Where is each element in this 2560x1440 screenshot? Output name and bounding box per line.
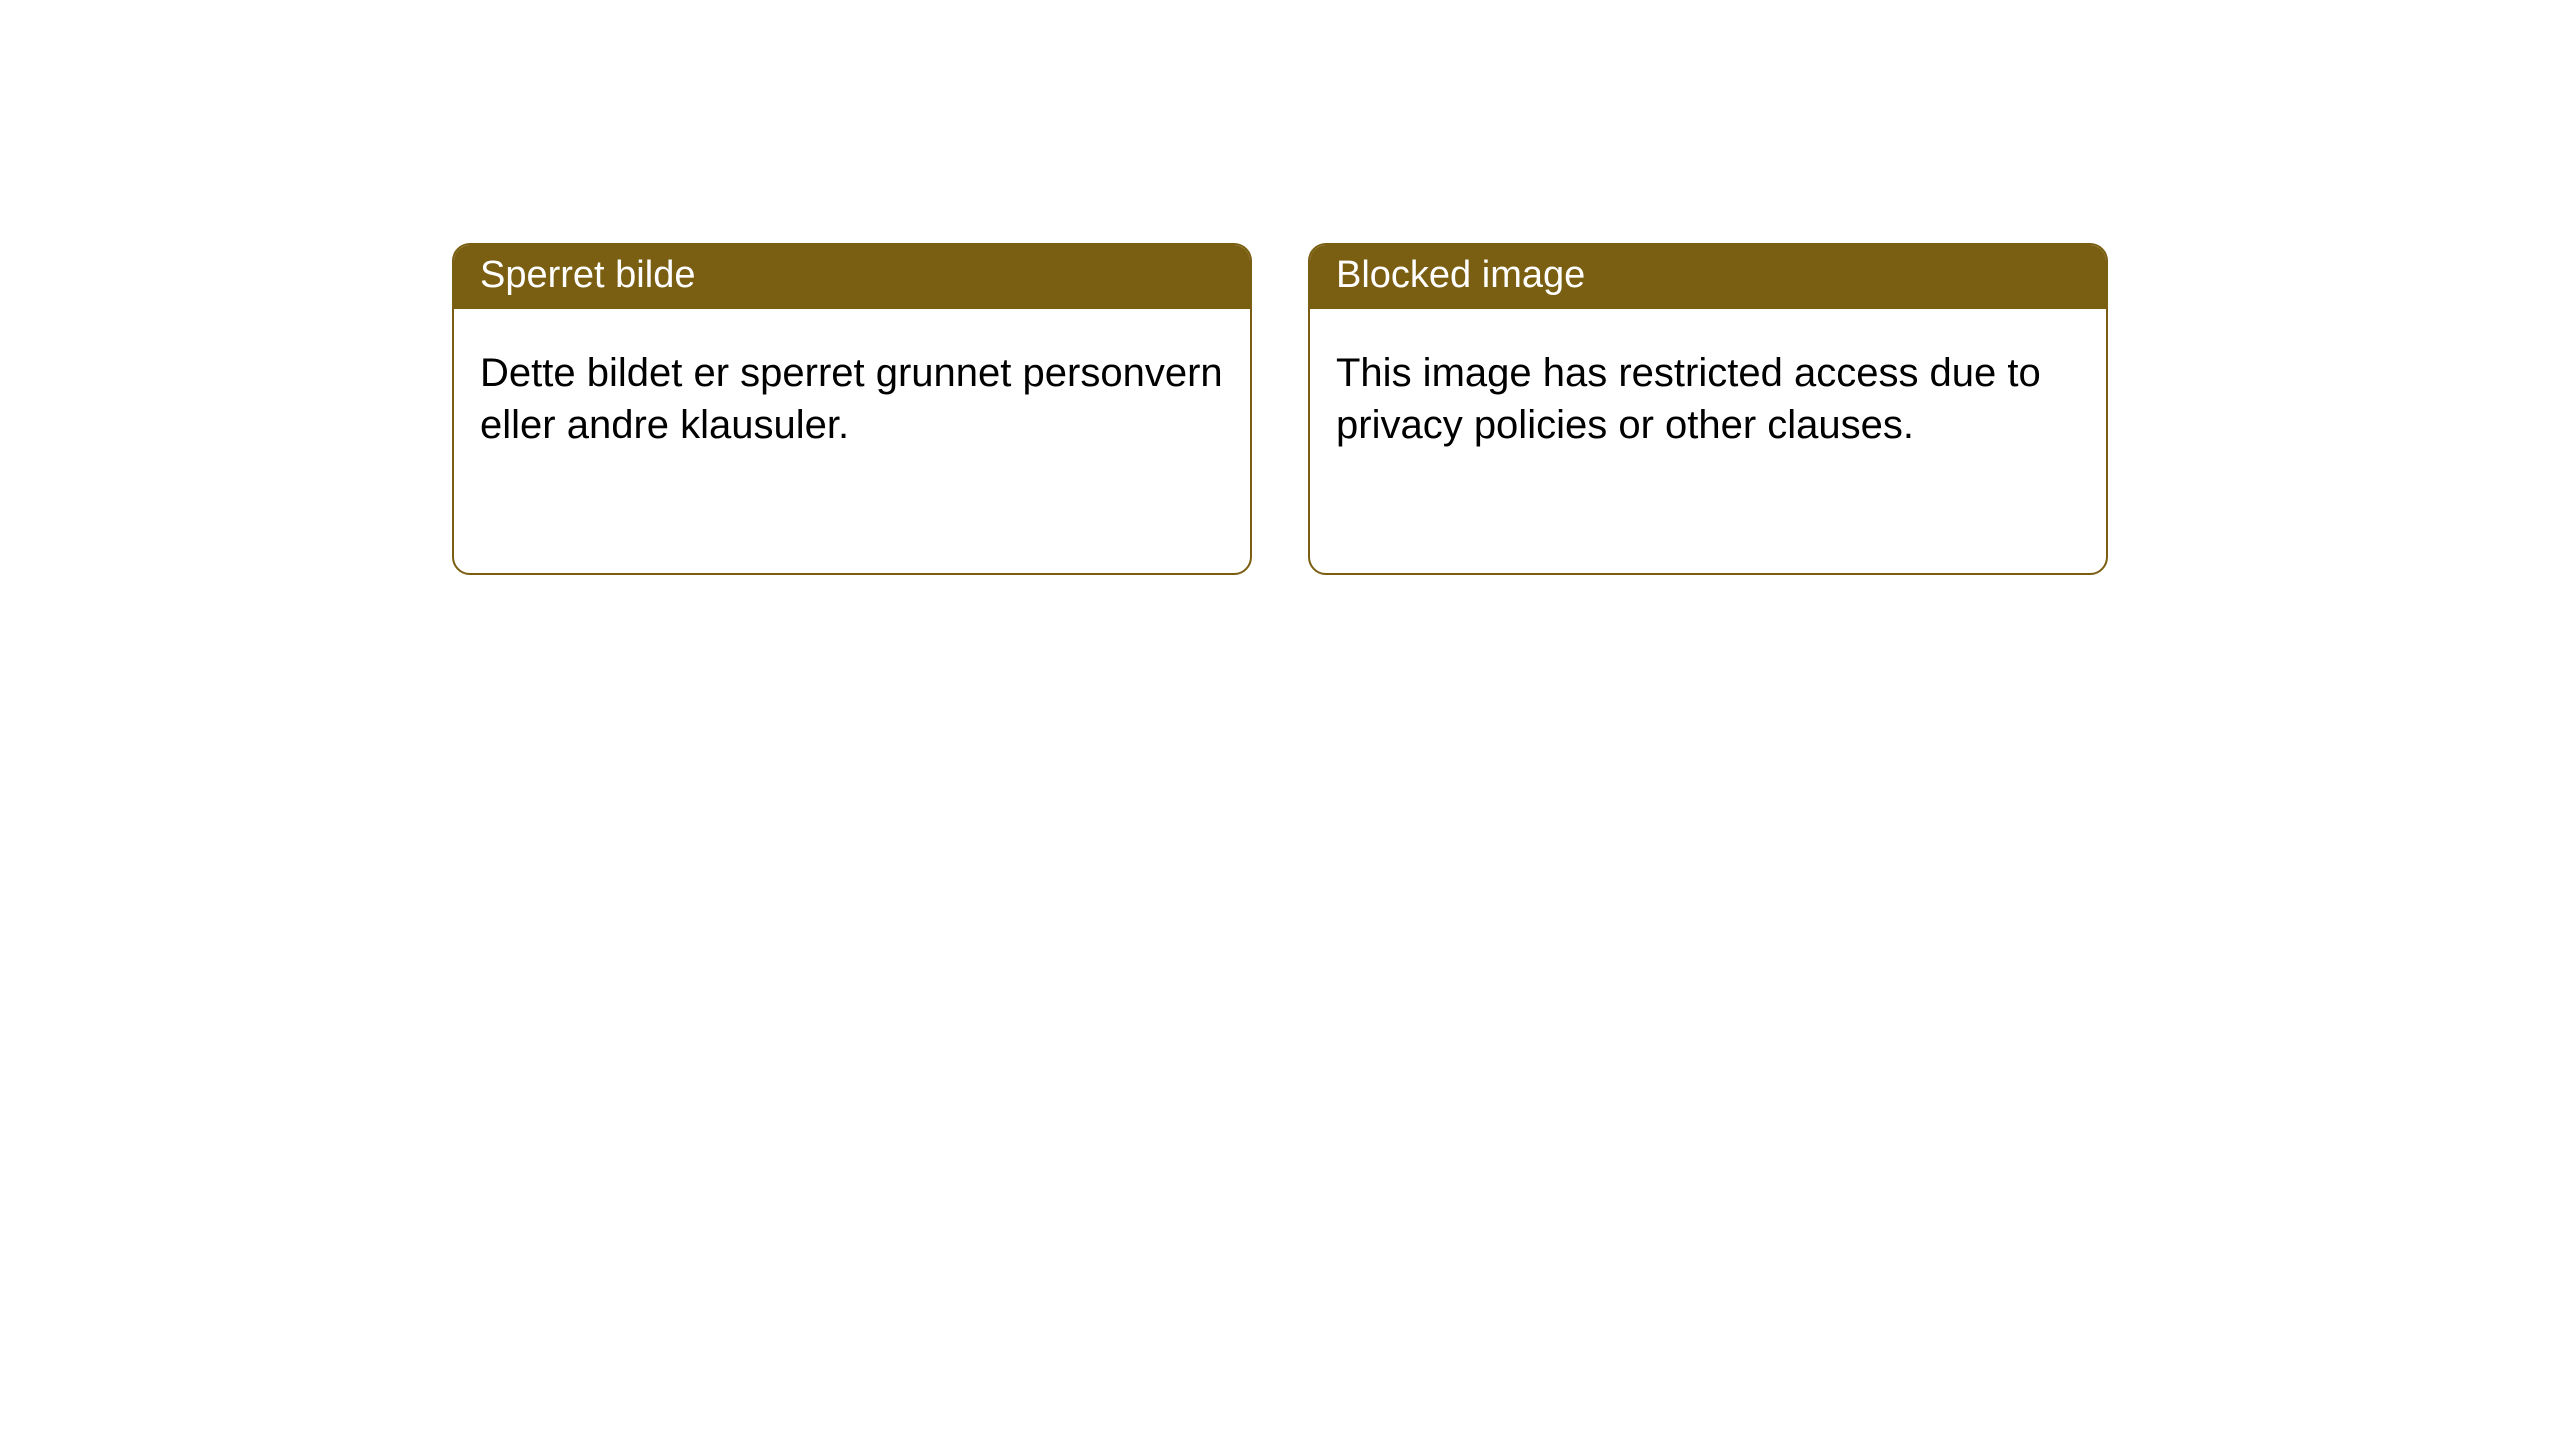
notice-card-norwegian: Sperret bilde Dette bildet er sperret gr… (452, 243, 1252, 575)
card-header: Blocked image (1310, 245, 2106, 309)
card-title: Blocked image (1336, 254, 1585, 296)
card-header: Sperret bilde (454, 245, 1250, 309)
card-title: Sperret bilde (480, 254, 695, 296)
notice-card-english: Blocked image This image has restricted … (1308, 243, 2108, 575)
card-body-text: This image has restricted access due to … (1336, 351, 2041, 447)
card-body: This image has restricted access due to … (1310, 309, 2106, 477)
notice-cards-container: Sperret bilde Dette bildet er sperret gr… (0, 0, 2560, 575)
card-body-text: Dette bildet er sperret grunnet personve… (480, 351, 1223, 447)
card-body: Dette bildet er sperret grunnet personve… (454, 309, 1250, 477)
